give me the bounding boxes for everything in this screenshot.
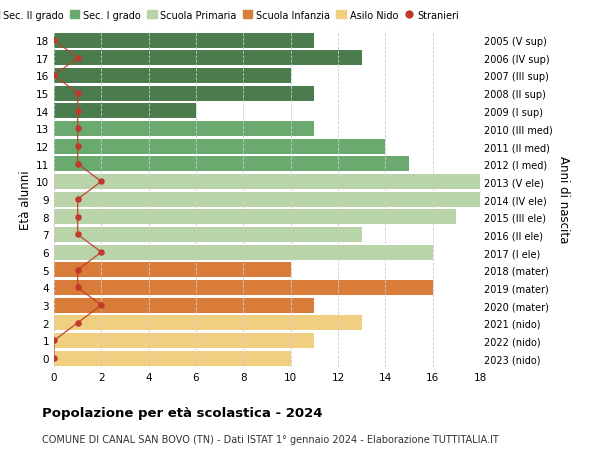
Bar: [54, 122, 314, 137]
Bar: [54, 69, 290, 84]
Point: [73, 55, 82, 62]
Bar: [54, 333, 314, 348]
Bar: [54, 157, 409, 172]
Point: [49, 337, 59, 344]
Point: [73, 267, 82, 274]
Bar: [54, 228, 362, 242]
Bar: [54, 139, 385, 154]
Legend: Sec. II grado, Sec. I grado, Scuola Primaria, Scuola Infanzia, Asilo Nido, Stran: Sec. II grado, Sec. I grado, Scuola Prim…: [0, 11, 459, 21]
Point: [73, 161, 82, 168]
Bar: [54, 104, 196, 119]
Bar: [54, 280, 433, 295]
Point: [97, 179, 106, 186]
Point: [73, 231, 82, 239]
Text: Popolazione per età scolastica - 2024: Popolazione per età scolastica - 2024: [42, 406, 323, 419]
Bar: [54, 351, 290, 366]
Bar: [54, 34, 314, 49]
Point: [73, 213, 82, 221]
Bar: [54, 298, 314, 313]
Point: [73, 319, 82, 327]
Text: COMUNE DI CANAL SAN BOVO (TN) - Dati ISTAT 1° gennaio 2024 - Elaborazione TUTTIT: COMUNE DI CANAL SAN BOVO (TN) - Dati IST…: [42, 434, 499, 444]
Bar: [54, 210, 457, 225]
Point: [49, 355, 59, 362]
Point: [73, 125, 82, 133]
Point: [73, 90, 82, 97]
Point: [73, 284, 82, 291]
Point: [73, 196, 82, 203]
Bar: [54, 86, 314, 101]
Y-axis label: Anni di nascita: Anni di nascita: [557, 156, 569, 243]
Y-axis label: Età alunni: Età alunni: [19, 170, 32, 230]
Bar: [54, 316, 362, 330]
Point: [97, 249, 106, 256]
Bar: [54, 174, 480, 190]
Bar: [54, 245, 433, 260]
Point: [49, 37, 59, 45]
Bar: [54, 51, 362, 66]
Point: [73, 143, 82, 151]
Bar: [54, 263, 290, 278]
Point: [73, 108, 82, 115]
Bar: [54, 192, 480, 207]
Point: [97, 302, 106, 309]
Point: [49, 73, 59, 80]
